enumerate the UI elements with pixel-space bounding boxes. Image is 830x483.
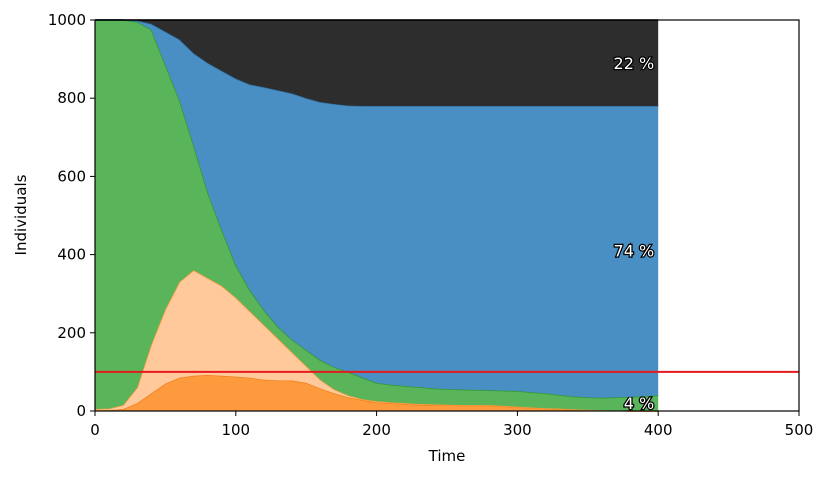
area	[95, 20, 659, 107]
y-tick-label: 200	[57, 324, 86, 342]
y-tick-label: 600	[57, 167, 86, 185]
area	[95, 270, 659, 411]
area	[95, 20, 659, 411]
plot-frame	[94, 19, 800, 412]
x-tick-label: 200	[362, 421, 391, 439]
end-label: 74 %	[614, 242, 655, 261]
y-tick-label: 0	[76, 402, 86, 420]
area	[95, 20, 659, 398]
y-tick-label: 400	[57, 246, 86, 264]
x-axis-label: Time	[428, 447, 466, 465]
x-tick-label: 300	[503, 421, 532, 439]
y-tick-label: 1000	[48, 11, 86, 29]
x-tick-label: 400	[644, 421, 673, 439]
area	[95, 375, 659, 411]
y-tick-label: 800	[57, 89, 86, 107]
x-tick-label: 500	[785, 421, 814, 439]
end-label: 4 %	[624, 394, 654, 413]
x-tick-label: 100	[221, 421, 250, 439]
end-label: 22 %	[614, 54, 655, 73]
y-axis-label: Individuals	[12, 174, 30, 255]
x-tick-label: 0	[90, 421, 100, 439]
